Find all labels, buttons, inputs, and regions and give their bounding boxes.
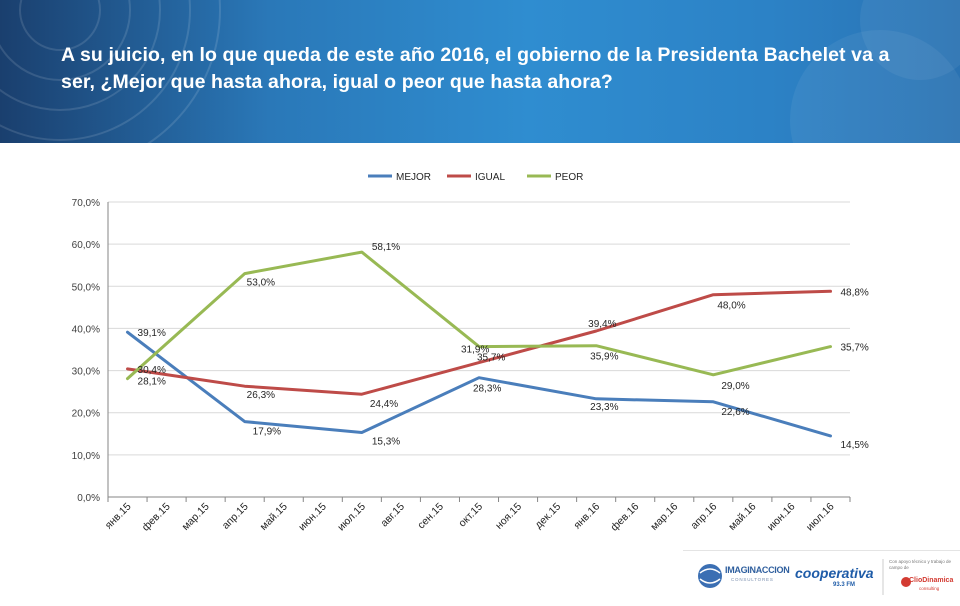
x-tick-label: июл.15 <box>335 501 368 534</box>
y-tick-label: 0,0% <box>77 493 100 504</box>
y-tick-label: 10,0% <box>72 451 100 462</box>
y-tick-label: 20,0% <box>72 409 100 420</box>
y-tick-label: 50,0% <box>72 282 100 293</box>
y-tick-label: 70,0% <box>72 198 100 209</box>
data-label-peor: 58,1% <box>372 242 400 253</box>
y-tick-label: 60,0% <box>72 240 100 251</box>
legend-label-igual: IGUAL <box>475 172 505 183</box>
legend-label-peor: PEOR <box>555 172 583 183</box>
logo-cliodinamica-sub: consulting <box>919 586 940 591</box>
x-tick-label: май.15 <box>258 501 290 533</box>
data-label-igual: 30,4% <box>138 365 166 376</box>
series-line-peor <box>126 250 832 381</box>
data-label-mejor: 17,9% <box>253 427 281 438</box>
line-chart: 0,0%10,0%20,0%30,0%40,0%50,0%60,0%70,0% … <box>72 172 869 534</box>
data-label-peor: 53,0% <box>247 278 275 289</box>
data-label-peor: 35,9% <box>590 352 618 363</box>
data-label-mejor: 28,3% <box>473 384 501 395</box>
logo-imaginaccion-sub: CONSULTORES <box>731 577 774 582</box>
logo-cooperativa-freq: 93.3 FM <box>833 582 856 588</box>
data-label-igual: 31,9% <box>461 345 489 356</box>
x-tick-label: янв.15 <box>103 501 134 532</box>
chart-area: 0,0% 10,0% 20,0% 30,0% 40,0% 50,0% 60,0% 70,0% … <box>0 143 960 550</box>
legend: MEJOR IGUAL PEOR <box>368 172 583 183</box>
x-tick-label: янв.16 <box>571 501 602 532</box>
x-tick-labels: янв.15 фев.15 мар.15 апр.15 май.15 июн.15 июл.… <box>103 501 837 534</box>
x-tick-label: окт.15 <box>456 501 485 530</box>
data-label-igual: 39,4% <box>588 319 616 330</box>
x-tick-label: июн.16 <box>765 501 798 534</box>
data-labels: 39,1% 17,9% 15,3% 28,3% 23,3% 22,6% 14,5% 30,4%… <box>138 242 869 451</box>
data-label-peor: 35,7% <box>840 343 868 354</box>
footer-logos: IMAGINACCION CONSULTORES cooperativa 93.… <box>683 550 960 601</box>
data-label-igual: 48,8% <box>840 287 868 298</box>
y-gridlines <box>108 201 850 456</box>
data-label-peor: 29,0% <box>721 381 749 392</box>
x-tick-label: июл.16 <box>804 501 837 534</box>
x-tick-label: фев.16 <box>608 501 641 534</box>
imaginaccion-globe-icon <box>698 564 722 588</box>
x-tick-label: апр.15 <box>220 501 251 532</box>
logo-imaginaccion: IMAGINACCION <box>725 565 790 575</box>
y-tick-labels: 0,0% 10,0% 20,0% 30,0% 40,0% 50,0% 60,0% 70,0% <box>72 198 100 504</box>
y-tick-label: 30,0% <box>72 367 100 378</box>
data-label-mejor: 22,6% <box>721 407 749 418</box>
logo-cliodinamica-note: Con apoyo técnico y trabajo de campo de <box>889 559 952 570</box>
data-label-igual: 48,0% <box>717 301 745 312</box>
data-label-mejor: 39,1% <box>138 328 166 339</box>
x-tick-label: мар.15 <box>180 501 212 533</box>
page-title: A su juicio, en lo que queda de este año… <box>61 44 890 93</box>
data-label-peor: 28,1% <box>138 377 166 388</box>
axes <box>107 202 851 502</box>
data-label-mejor: 23,3% <box>590 402 618 413</box>
x-tick-label: сен.15 <box>415 501 446 532</box>
series-line-mejor <box>126 330 832 438</box>
logo-cooperativa: cooperativa <box>795 565 874 581</box>
footer-logo-art <box>698 559 911 595</box>
series-lines <box>126 250 832 438</box>
header-banner: A su juicio, en lo que queda de este año… <box>0 0 960 143</box>
data-label-mejor: 14,5% <box>840 440 868 451</box>
x-tick-label: апр.16 <box>688 501 719 532</box>
header-decoration <box>0 0 960 143</box>
x-tick-label: фев.15 <box>140 501 173 534</box>
x-tick-label: мар.16 <box>648 501 680 533</box>
x-tick-label: май.16 <box>726 501 758 533</box>
series-line-igual <box>126 289 832 396</box>
data-label-igual: 24,4% <box>370 399 398 410</box>
cliodinamica-mark-icon <box>901 577 911 587</box>
x-tick-label: дек.15 <box>533 501 564 532</box>
data-label-igual: 26,3% <box>247 390 275 401</box>
x-tick-label: ноя.15 <box>493 501 524 532</box>
x-tick-label: авг.15 <box>378 501 407 530</box>
legend-label-mejor: MEJOR <box>396 172 431 183</box>
data-label-peor: 35,7% <box>477 353 505 364</box>
y-tick-label: 40,0% <box>72 324 100 335</box>
x-tick-label: июн.15 <box>296 501 329 534</box>
logo-cliodinamica: ClioDinamica <box>909 577 954 584</box>
data-label-mejor: 15,3% <box>372 437 400 448</box>
